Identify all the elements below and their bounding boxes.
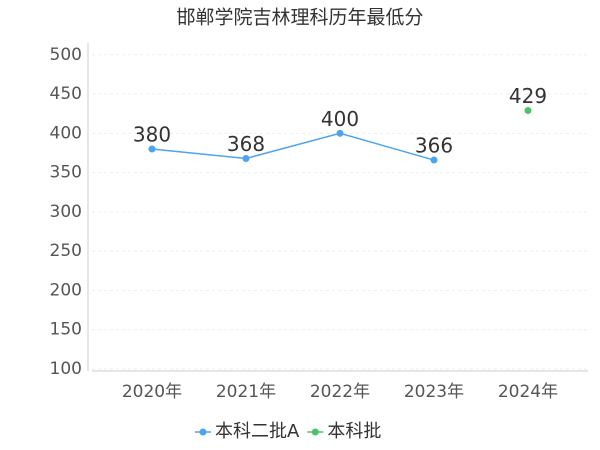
data-point: [336, 129, 344, 137]
data-label: 380: [133, 123, 171, 147]
legend-marker: [199, 428, 207, 436]
x-tick-label: 2023年: [404, 382, 464, 402]
y-tick-label: 100: [50, 359, 82, 379]
y-tick-label: 150: [50, 320, 82, 340]
y-tick-label: 250: [50, 241, 82, 261]
x-tick-label: 2020年: [122, 382, 182, 402]
legend-marker: [311, 428, 319, 436]
chart-title: 邯郸学院吉林理科历年最低分: [176, 7, 423, 29]
y-tick-label: 200: [50, 280, 82, 300]
series-line: [151, 132, 435, 161]
data-label: 400: [321, 107, 359, 131]
y-tick-label: 450: [50, 84, 82, 104]
data-label: 368: [227, 132, 265, 156]
x-tick-label: 2021年: [216, 382, 276, 402]
data-label: 366: [415, 134, 453, 158]
legend-label: 本科二批A: [215, 421, 300, 442]
data-point: [148, 145, 156, 153]
y-tick-label: 500: [50, 45, 82, 65]
y-tick-label: 350: [50, 163, 82, 183]
x-tick-label: 2024年: [498, 382, 558, 402]
data-point: [524, 107, 532, 115]
data-label: 429: [509, 84, 547, 108]
y-tick-label: 400: [50, 123, 82, 143]
data-point: [430, 156, 438, 164]
x-tick-label: 2022年: [310, 382, 370, 402]
legend-label: 本科批: [327, 421, 381, 442]
y-tick-label: 300: [50, 202, 82, 222]
data-point: [242, 154, 250, 162]
